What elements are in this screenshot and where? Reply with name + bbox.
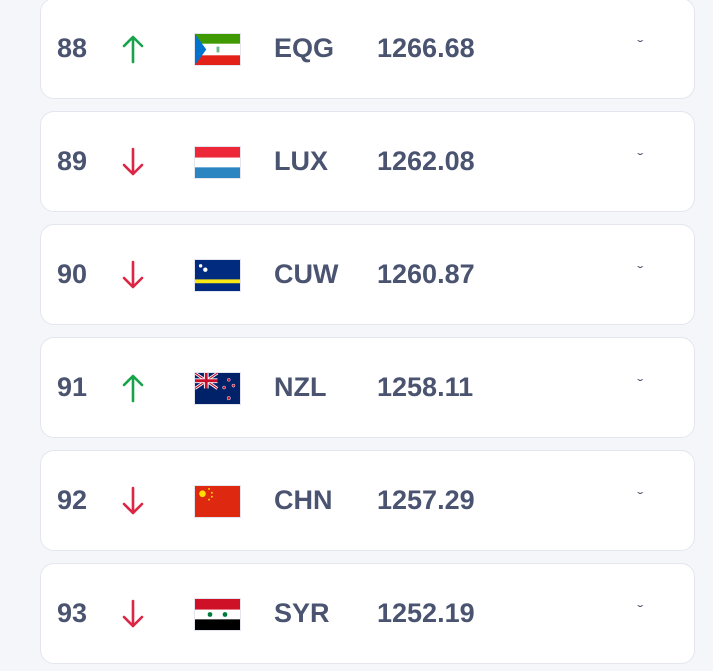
rank: 92 bbox=[57, 485, 88, 515]
trend-down-icon bbox=[121, 260, 145, 290]
country-code: EQG bbox=[274, 33, 335, 63]
country-code: LUX bbox=[274, 146, 328, 176]
trend-up-icon bbox=[121, 34, 145, 64]
equatorial-guinea-flag bbox=[194, 33, 241, 66]
chevron-down-icon[interactable]: ˇ bbox=[637, 263, 644, 279]
country-code: CUW bbox=[274, 259, 339, 289]
points: 1266.68 bbox=[377, 33, 475, 63]
rank: 89 bbox=[57, 146, 88, 176]
trend-up-icon bbox=[121, 373, 145, 403]
curacao-flag bbox=[194, 259, 241, 292]
rank: 91 bbox=[57, 372, 88, 402]
points: 1257.29 bbox=[377, 485, 475, 515]
ranking-row[interactable]: 90 CUW 1260.87 ˇ bbox=[40, 224, 695, 325]
country-code: CHN bbox=[274, 485, 333, 515]
trend-down-icon bbox=[121, 599, 145, 629]
ranking-row[interactable]: 93 SYR 1252.19 ˇ bbox=[40, 563, 695, 664]
ranking-row[interactable]: 89 LUX 1262.08 ˇ bbox=[40, 111, 695, 212]
ranking-row[interactable]: 91 NZL 1258.11 ˇ bbox=[40, 337, 695, 438]
country-code: NZL bbox=[274, 372, 327, 402]
new-zealand-flag bbox=[194, 372, 241, 405]
chevron-down-icon[interactable]: ˇ bbox=[637, 150, 644, 166]
rank: 93 bbox=[57, 598, 88, 628]
chevron-down-icon[interactable]: ˇ bbox=[637, 37, 644, 53]
trend-down-icon bbox=[121, 486, 145, 516]
points: 1258.11 bbox=[377, 372, 474, 402]
trend-down-icon bbox=[121, 147, 145, 177]
luxembourg-flag bbox=[194, 146, 241, 179]
points: 1260.87 bbox=[377, 259, 475, 289]
rank: 90 bbox=[57, 259, 88, 289]
rank: 88 bbox=[57, 33, 88, 63]
chevron-down-icon[interactable]: ˇ bbox=[637, 489, 644, 505]
ranking-row[interactable]: 88 EQG 1266.68 ˇ bbox=[40, 0, 695, 99]
china-flag bbox=[194, 485, 241, 518]
country-code: SYR bbox=[274, 598, 330, 628]
syria-flag bbox=[194, 598, 241, 631]
ranking-row[interactable]: 92 CHN 1257.29 ˇ bbox=[40, 450, 695, 551]
points: 1262.08 bbox=[377, 146, 475, 176]
chevron-down-icon[interactable]: ˇ bbox=[637, 376, 644, 392]
points: 1252.19 bbox=[377, 598, 475, 628]
chevron-down-icon[interactable]: ˇ bbox=[637, 602, 644, 618]
